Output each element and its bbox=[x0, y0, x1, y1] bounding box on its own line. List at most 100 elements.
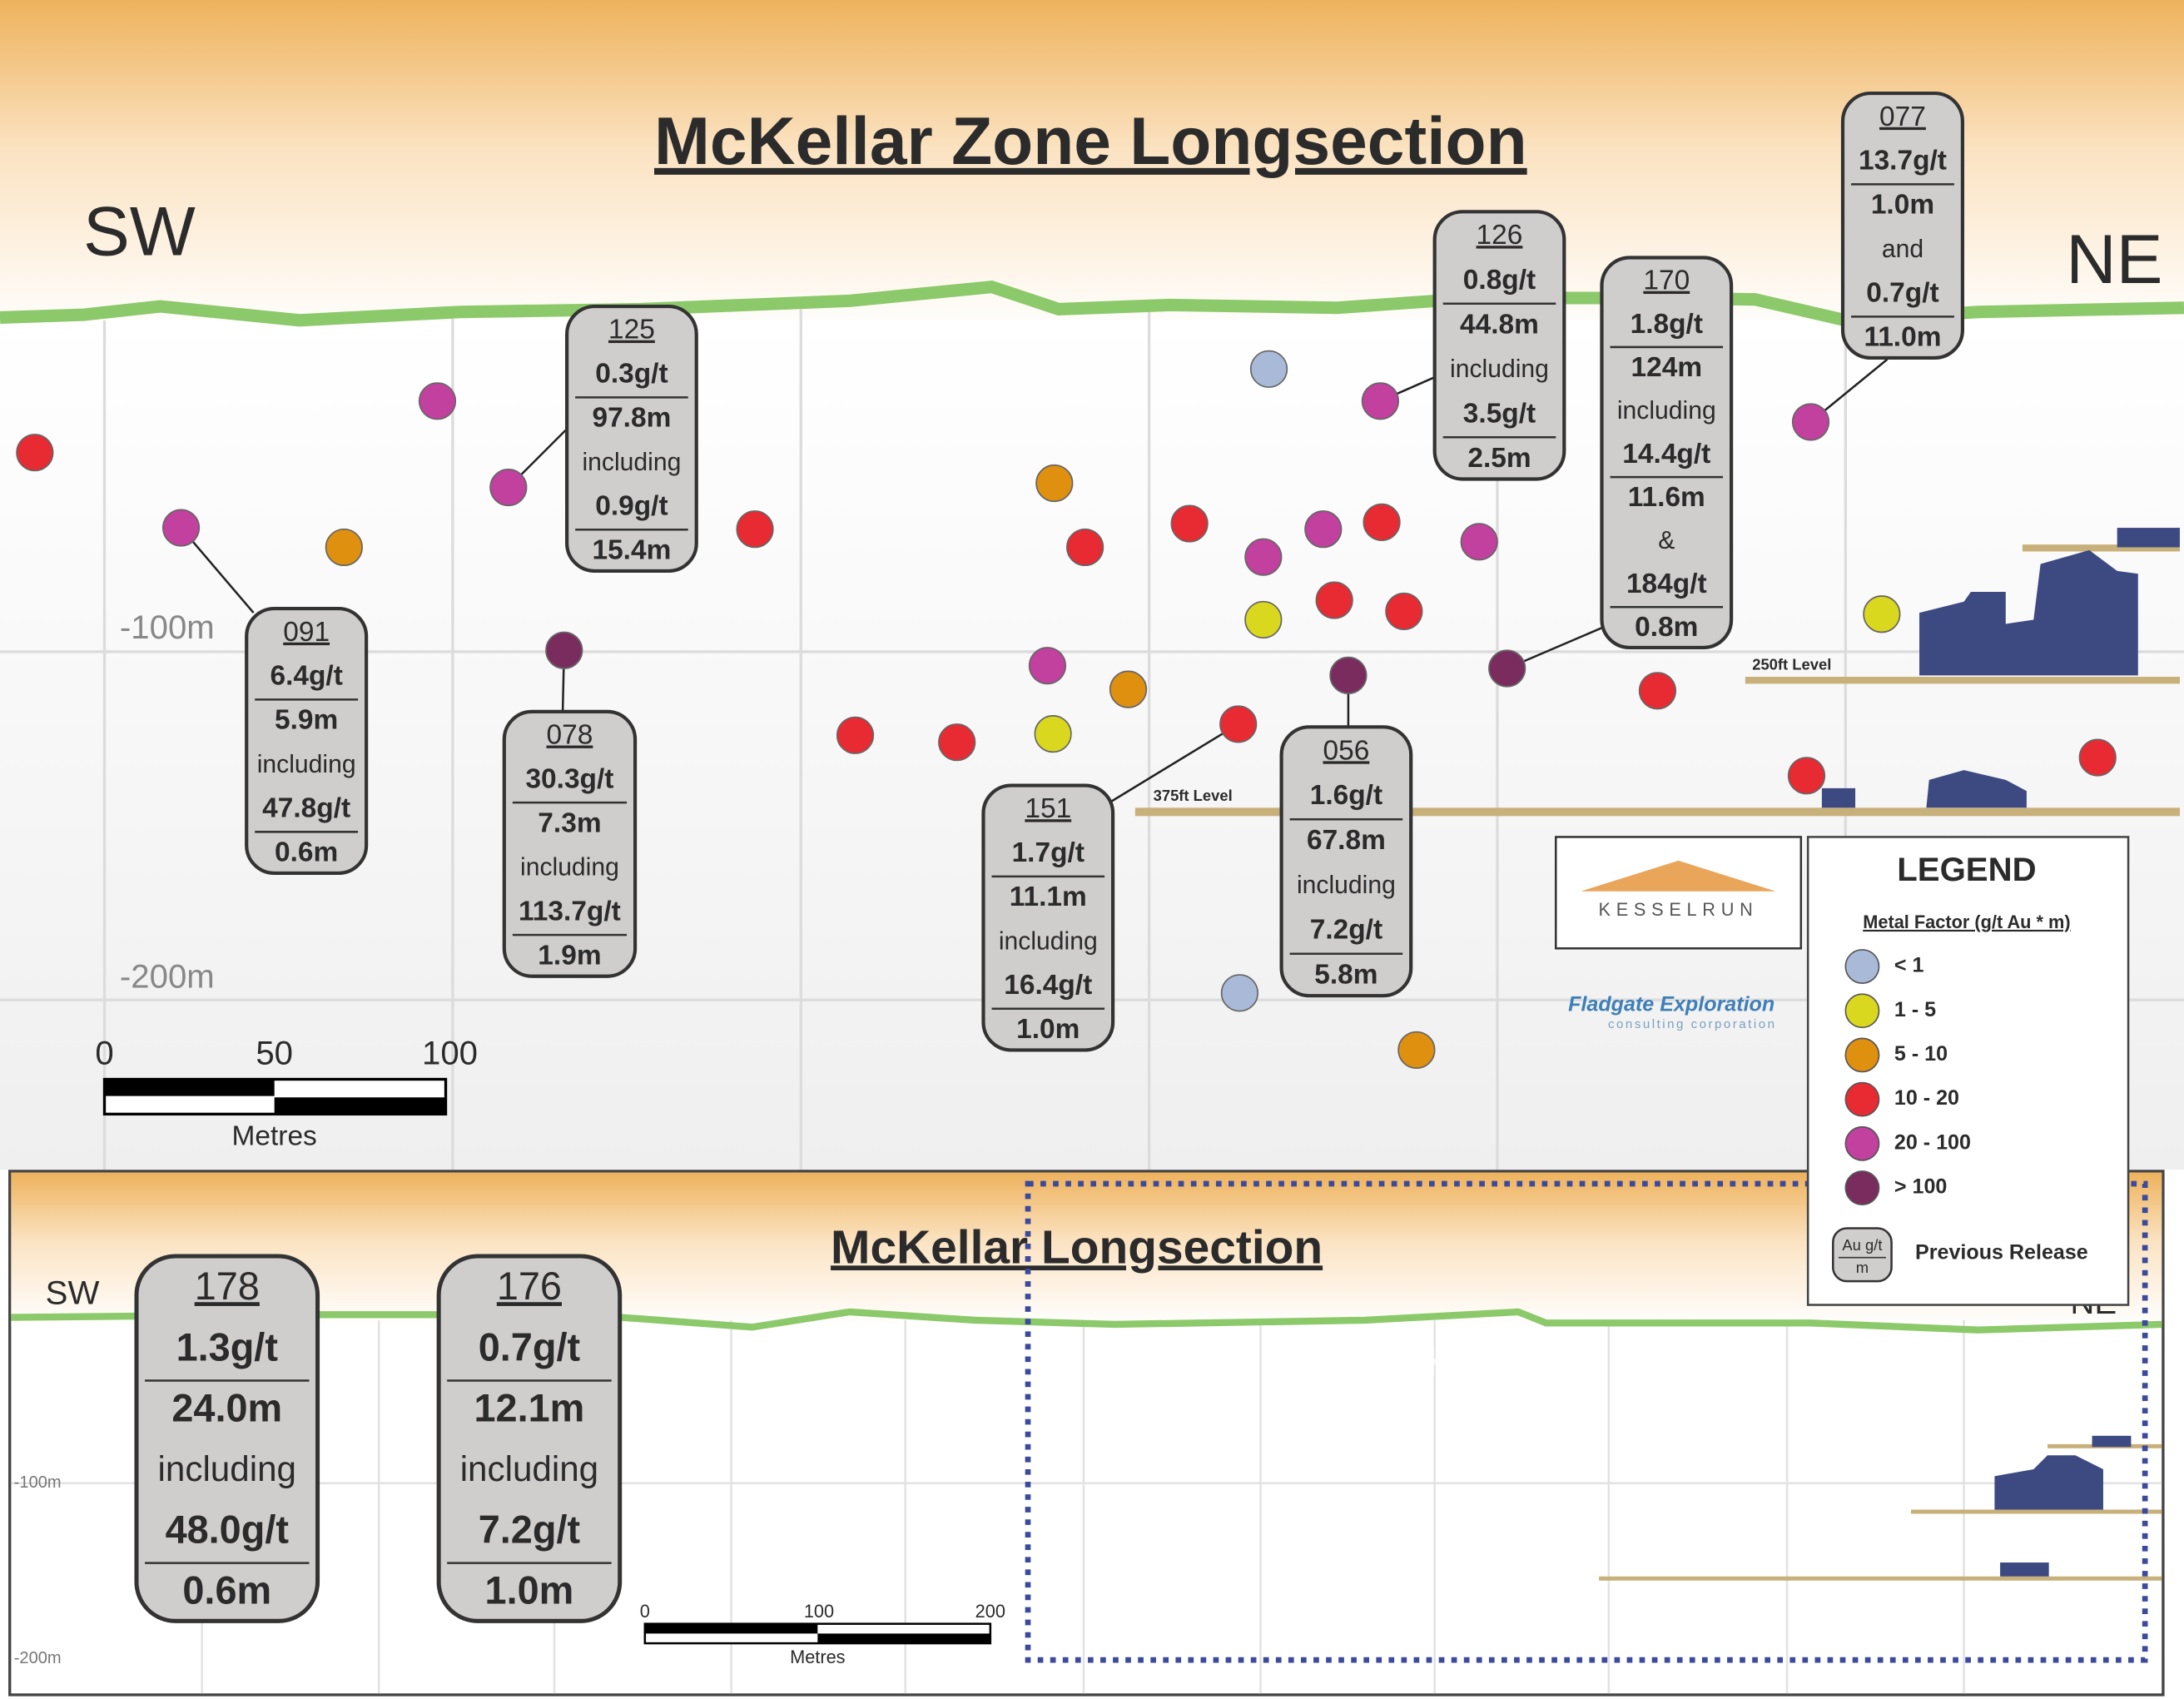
dot bbox=[1066, 528, 1104, 567]
callout-id: 126 bbox=[1477, 220, 1523, 251]
dot bbox=[1244, 600, 1283, 639]
legend-label: 20 - 100 bbox=[1894, 1130, 1971, 1154]
dot bbox=[1035, 464, 1074, 503]
callout-id: 178 bbox=[195, 1264, 260, 1308]
scale-bar bbox=[102, 1077, 448, 1116]
callout-connector: and bbox=[1882, 236, 1923, 263]
callout-value: 1.7g/t bbox=[1012, 837, 1085, 868]
callout-id: 125 bbox=[608, 315, 655, 345]
dot bbox=[1385, 592, 1423, 631]
callout-value: 0.7g/t bbox=[479, 1325, 581, 1369]
callout-value: 0.3g/t bbox=[595, 359, 668, 390]
levels bbox=[1134, 544, 2180, 817]
callout-box bbox=[1600, 256, 1734, 650]
callout-value: 1.0m bbox=[1871, 190, 1934, 221]
callout-connector: including bbox=[1450, 355, 1549, 383]
callout-value: 0.6m bbox=[182, 1569, 271, 1612]
callout-value: 97.8m bbox=[592, 403, 671, 434]
callout-value: 184g/t bbox=[1626, 569, 1707, 599]
callout-box bbox=[565, 304, 698, 574]
callout-value: 15.4m bbox=[592, 535, 671, 566]
callout-id: 078 bbox=[547, 720, 593, 751]
callout-value: 14.4g/t bbox=[1622, 439, 1710, 469]
callout-id: 176 bbox=[497, 1264, 562, 1308]
callout-value: 1.8g/t bbox=[1631, 309, 1703, 340]
callout-value: 12.1m bbox=[474, 1386, 585, 1429]
dot bbox=[1863, 595, 1901, 633]
callout-value: 11.1m bbox=[1010, 882, 1087, 912]
inset-depth: -200m bbox=[14, 1649, 62, 1667]
legend-label: 5 - 10 bbox=[1894, 1042, 1948, 1066]
legend-box-top: Au g/t bbox=[1842, 1236, 1882, 1254]
dot bbox=[161, 509, 201, 547]
callout-box bbox=[981, 783, 1115, 1052]
area-label: McKellar bbox=[1363, 1338, 1548, 1387]
callout-connector: including bbox=[460, 1449, 598, 1488]
callout-value: 30.3g/t bbox=[525, 764, 613, 795]
dot bbox=[2078, 738, 2117, 777]
dot bbox=[1361, 382, 1400, 420]
callout-value: 3.5g/t bbox=[1463, 398, 1536, 429]
dot bbox=[1638, 672, 1677, 710]
callout-value: 0.9g/t bbox=[595, 491, 668, 522]
legend-label: < 1 bbox=[1894, 954, 1924, 977]
scale-tick: 0 bbox=[95, 1035, 113, 1072]
callout-value: 16.4g/t bbox=[1004, 970, 1092, 1001]
dot bbox=[1315, 581, 1353, 619]
dot bbox=[16, 434, 54, 472]
callout-value: 1.9m bbox=[538, 940, 601, 971]
dot bbox=[1363, 503, 1401, 541]
dot bbox=[1034, 715, 1072, 753]
dot bbox=[836, 716, 875, 754]
title: McKellar Zone Longsection bbox=[654, 104, 1527, 179]
callout-connector: including bbox=[582, 449, 681, 476]
callout-connector: & bbox=[1658, 527, 1675, 554]
callout-value: 0.6m bbox=[275, 837, 338, 868]
dot bbox=[1460, 523, 1498, 561]
callouts: 091 6.4g/t 5.9m including 47.8g/t 0.6m 125 0.3g… bbox=[245, 91, 1965, 1052]
legend-label: 1 - 5 bbox=[1894, 998, 1936, 1021]
callout-value: 124m bbox=[1631, 352, 1703, 383]
callout-value: 7.3m bbox=[538, 808, 601, 839]
mine-buildings bbox=[1821, 528, 2180, 808]
callout-value: 2.5m bbox=[1467, 443, 1531, 474]
callout-box bbox=[436, 1254, 623, 1623]
callout-value: 6.4g/t bbox=[270, 661, 342, 692]
dot bbox=[1791, 403, 1830, 441]
dot bbox=[1220, 974, 1258, 1012]
callout-box bbox=[502, 709, 638, 978]
legend-swatch bbox=[1844, 1037, 1880, 1073]
callout-value: 1.0m bbox=[1016, 1014, 1080, 1045]
dot bbox=[1028, 647, 1067, 685]
callout-box bbox=[245, 606, 369, 876]
callout-value: 7.2g/t bbox=[1310, 915, 1382, 946]
callout-value: 1.6g/t bbox=[1310, 780, 1382, 811]
callout-id: 151 bbox=[1025, 793, 1071, 824]
dot bbox=[1219, 705, 1258, 743]
legend-label: 10 - 20 bbox=[1894, 1086, 1959, 1110]
kesselrun-text: KESSELRUN bbox=[1599, 899, 1759, 920]
inset-sw: SW bbox=[46, 1274, 100, 1311]
depth-label: -100m bbox=[120, 609, 215, 646]
legend-swatch bbox=[1844, 1170, 1880, 1205]
legend-title: LEGEND bbox=[1897, 851, 2036, 888]
callout-value: 44.8m bbox=[1460, 309, 1539, 340]
dot bbox=[1109, 670, 1148, 708]
callout-id: 077 bbox=[1879, 102, 1926, 132]
topography bbox=[0, 280, 2184, 327]
inset-sky bbox=[11, 1172, 2162, 1326]
callout-connector: including bbox=[1617, 397, 1716, 425]
legend: < 1 1 - 5 5 - 10 10 - 20 20 - 100 > 100 bbox=[1806, 836, 2130, 1306]
dot bbox=[1170, 504, 1209, 543]
fladgate-text: Fladgate Exploration bbox=[1568, 992, 1774, 1016]
callout-value: 7.2g/t bbox=[479, 1508, 581, 1551]
scale-tick: 100 bbox=[422, 1035, 478, 1072]
dot bbox=[489, 468, 528, 507]
callout-value: 1.3g/t bbox=[176, 1325, 279, 1369]
callout-value: 0.8g/t bbox=[1463, 265, 1536, 296]
inset-scale-bar bbox=[643, 1622, 992, 1645]
callout-value: 0.8m bbox=[1635, 612, 1698, 643]
callout-connector: including bbox=[257, 751, 356, 778]
dot bbox=[325, 528, 363, 567]
